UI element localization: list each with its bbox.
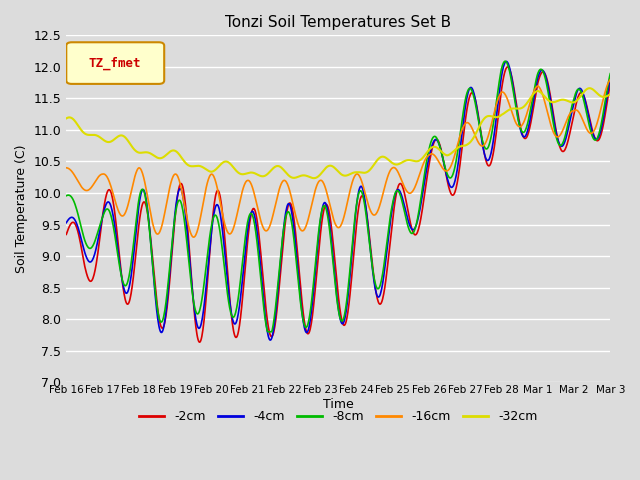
X-axis label: Time: Time — [323, 398, 354, 411]
Legend: -2cm, -4cm, -8cm, -16cm, -32cm: -2cm, -4cm, -8cm, -16cm, -32cm — [134, 405, 543, 428]
Y-axis label: Soil Temperature (C): Soil Temperature (C) — [15, 144, 28, 273]
Text: TZ_fmet: TZ_fmet — [89, 57, 141, 70]
FancyBboxPatch shape — [67, 42, 164, 84]
Title: Tonzi Soil Temperatures Set B: Tonzi Soil Temperatures Set B — [225, 15, 451, 30]
